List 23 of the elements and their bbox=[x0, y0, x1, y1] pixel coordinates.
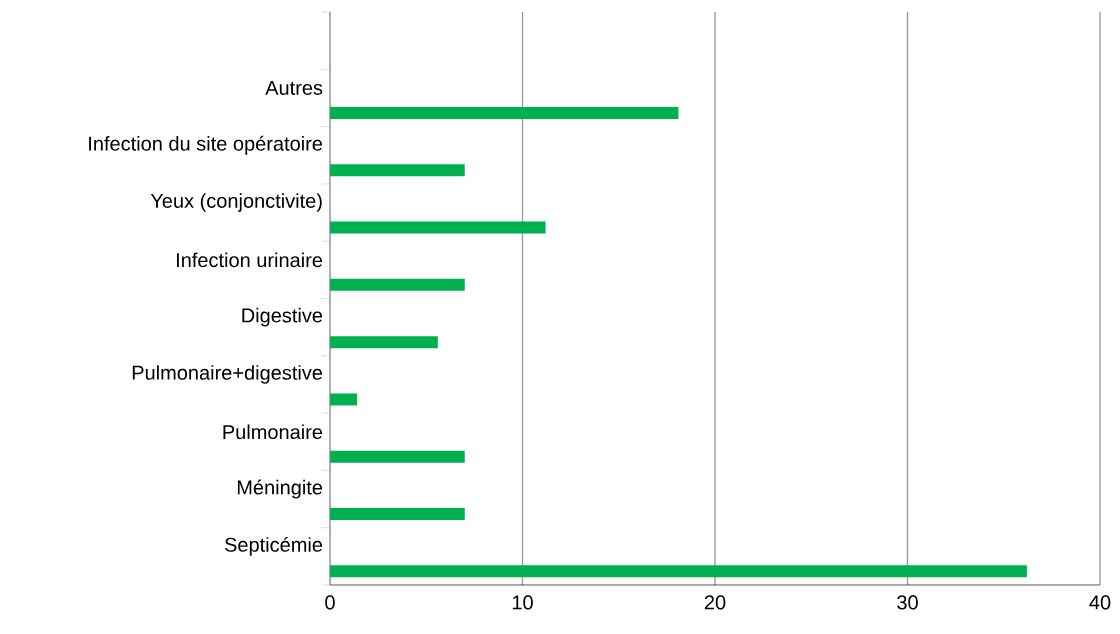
y-tick-label: Infection urinaire bbox=[177, 252, 323, 268]
y-tick-label: Autres bbox=[265, 80, 323, 95]
y-tick-label: Digestive bbox=[242, 307, 323, 327]
bar bbox=[330, 164, 465, 177]
bar bbox=[330, 221, 546, 234]
x-tick-label: 40 bbox=[1089, 595, 1111, 610]
x-tick-label: 30 bbox=[897, 595, 918, 610]
x-tick-label: 0 bbox=[325, 595, 335, 610]
y-tick-label: Pulmonaire+digestive bbox=[132, 365, 323, 384]
bar bbox=[330, 336, 438, 349]
bar bbox=[330, 106, 679, 119]
bar bbox=[330, 450, 465, 463]
bar bbox=[330, 565, 1027, 578]
y-tick-label: Yeux (conjonctivite) bbox=[150, 193, 322, 212]
bar bbox=[330, 278, 465, 291]
x-tick-label: 20 bbox=[704, 595, 726, 610]
y-tick-label: Septicémie bbox=[224, 536, 323, 556]
bar bbox=[330, 393, 357, 406]
x-tick-label: 10 bbox=[512, 595, 533, 610]
y-tick-label: Pulmonaire bbox=[223, 424, 323, 440]
bar bbox=[330, 508, 465, 521]
y-tick-label: Méningite bbox=[237, 479, 323, 499]
y-tick-label: Infection du site opératoire bbox=[89, 135, 323, 155]
